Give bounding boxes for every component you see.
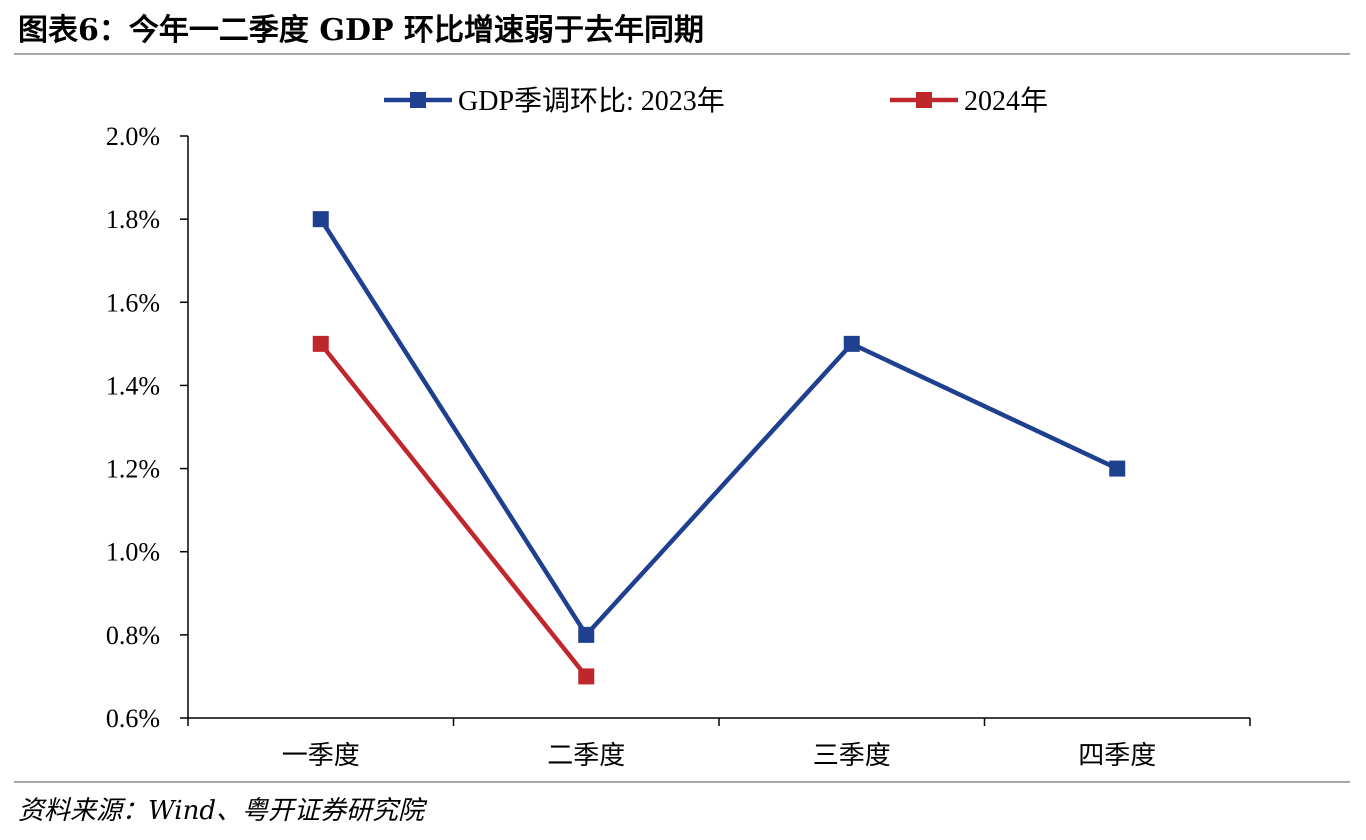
- series-2: [312, 335, 595, 685]
- figure-title: 图表6：今年一二季度 GDP 环比增速弱于去年同期: [18, 13, 704, 48]
- chart-legend: GDP季调环比: 2023年 2024年: [384, 85, 1048, 117]
- y-tick-label: 1.8%: [106, 205, 160, 234]
- x-tick-label: 三季度: [813, 741, 891, 770]
- x-tick-label: 二季度: [547, 741, 625, 770]
- series-line: [318, 342, 589, 678]
- data-point-marker: [312, 211, 329, 228]
- data-point-marker: [843, 335, 860, 352]
- data-point-marker: [578, 668, 595, 685]
- chart-series: [312, 211, 1126, 685]
- x-tick-label: 四季度: [1078, 741, 1156, 770]
- legend-item: 2024年: [890, 85, 1048, 117]
- y-tick-label: 2.0%: [106, 122, 160, 151]
- y-tick-label: 1.6%: [106, 288, 160, 317]
- series-1: [312, 211, 1126, 643]
- line-chart: GDP季调环比: 2023年 2024年 0.6% 0.8% 1.0% 1.2% 1.4%…: [106, 85, 1251, 770]
- y-tick-label: 1.4%: [106, 371, 160, 400]
- y-tick-label: 0.8%: [106, 621, 160, 650]
- legend-label: 2024年: [964, 85, 1048, 117]
- data-point-marker: [312, 335, 329, 352]
- series-line: [318, 217, 1119, 639]
- data-point-marker: [578, 626, 595, 643]
- y-tick-label: 1.2%: [106, 455, 160, 484]
- legend-swatch-marker: [410, 92, 426, 108]
- data-point-marker: [1109, 460, 1126, 477]
- legend-label: GDP季调环比: 2023年: [458, 85, 725, 117]
- source-note: 资料来源：Wind、粤开证券研究院: [18, 796, 424, 826]
- legend-item: GDP季调环比: 2023年: [384, 85, 725, 117]
- chart-axes: 0.6% 0.8% 1.0% 1.2% 1.4% 1.6% 1.8% 2.0% 一季度 二季度 三季…: [106, 122, 1251, 770]
- y-tick-label: 0.6%: [106, 704, 160, 733]
- source-divider: [14, 781, 1350, 783]
- x-tick-label: 一季度: [282, 741, 360, 770]
- title-divider: [14, 53, 1350, 55]
- legend-swatch-marker: [916, 92, 932, 108]
- y-tick-label: 1.0%: [106, 538, 160, 567]
